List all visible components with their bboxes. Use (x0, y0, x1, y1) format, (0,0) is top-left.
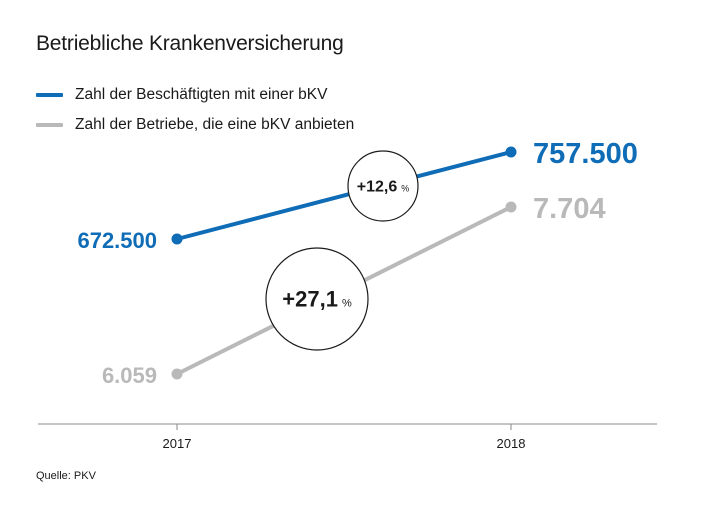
change-badge-label-1: +27,1% (282, 287, 352, 312)
x-tick-label-2018: 2018 (497, 436, 526, 451)
chart-title: Betriebliche Krankenversicherung (36, 32, 344, 55)
legend-label-employees: Zahl der Beschäftigten mit einer bKV (75, 86, 328, 103)
data-point-0-1 (505, 146, 517, 158)
change-badge-1 (265, 247, 369, 351)
data-label-1-0: 6.059 (102, 363, 157, 388)
series-line-0 (175, 150, 513, 241)
data-point-0-0 (171, 233, 183, 245)
legend-swatch-employees (36, 93, 63, 97)
data-label-0-1: 757.500 (533, 138, 638, 170)
source-note: Quelle: PKV (36, 470, 96, 482)
legend-item-companies: Zahl der Betriebe, die eine bKV anbieten (36, 110, 354, 140)
legend-label-companies: Zahl der Betriebe, die eine bKV anbieten (75, 116, 355, 133)
legend-item-employees: Zahl der Beschäftigten mit einer bKV (36, 80, 354, 110)
data-label-1-1: 7.704 (533, 193, 606, 225)
data-point-1-0 (171, 368, 183, 380)
legend-swatch-companies (36, 123, 63, 127)
x-tick-label-2017: 2017 (163, 436, 192, 451)
data-point-1-1 (505, 201, 517, 213)
data-label-0-0: 672.500 (77, 228, 157, 253)
change-badge-0 (347, 150, 419, 222)
change-badge-label-0: +12,6% (357, 179, 410, 196)
legend: Zahl der Beschäftigten mit einer bKV Zah… (36, 80, 354, 140)
